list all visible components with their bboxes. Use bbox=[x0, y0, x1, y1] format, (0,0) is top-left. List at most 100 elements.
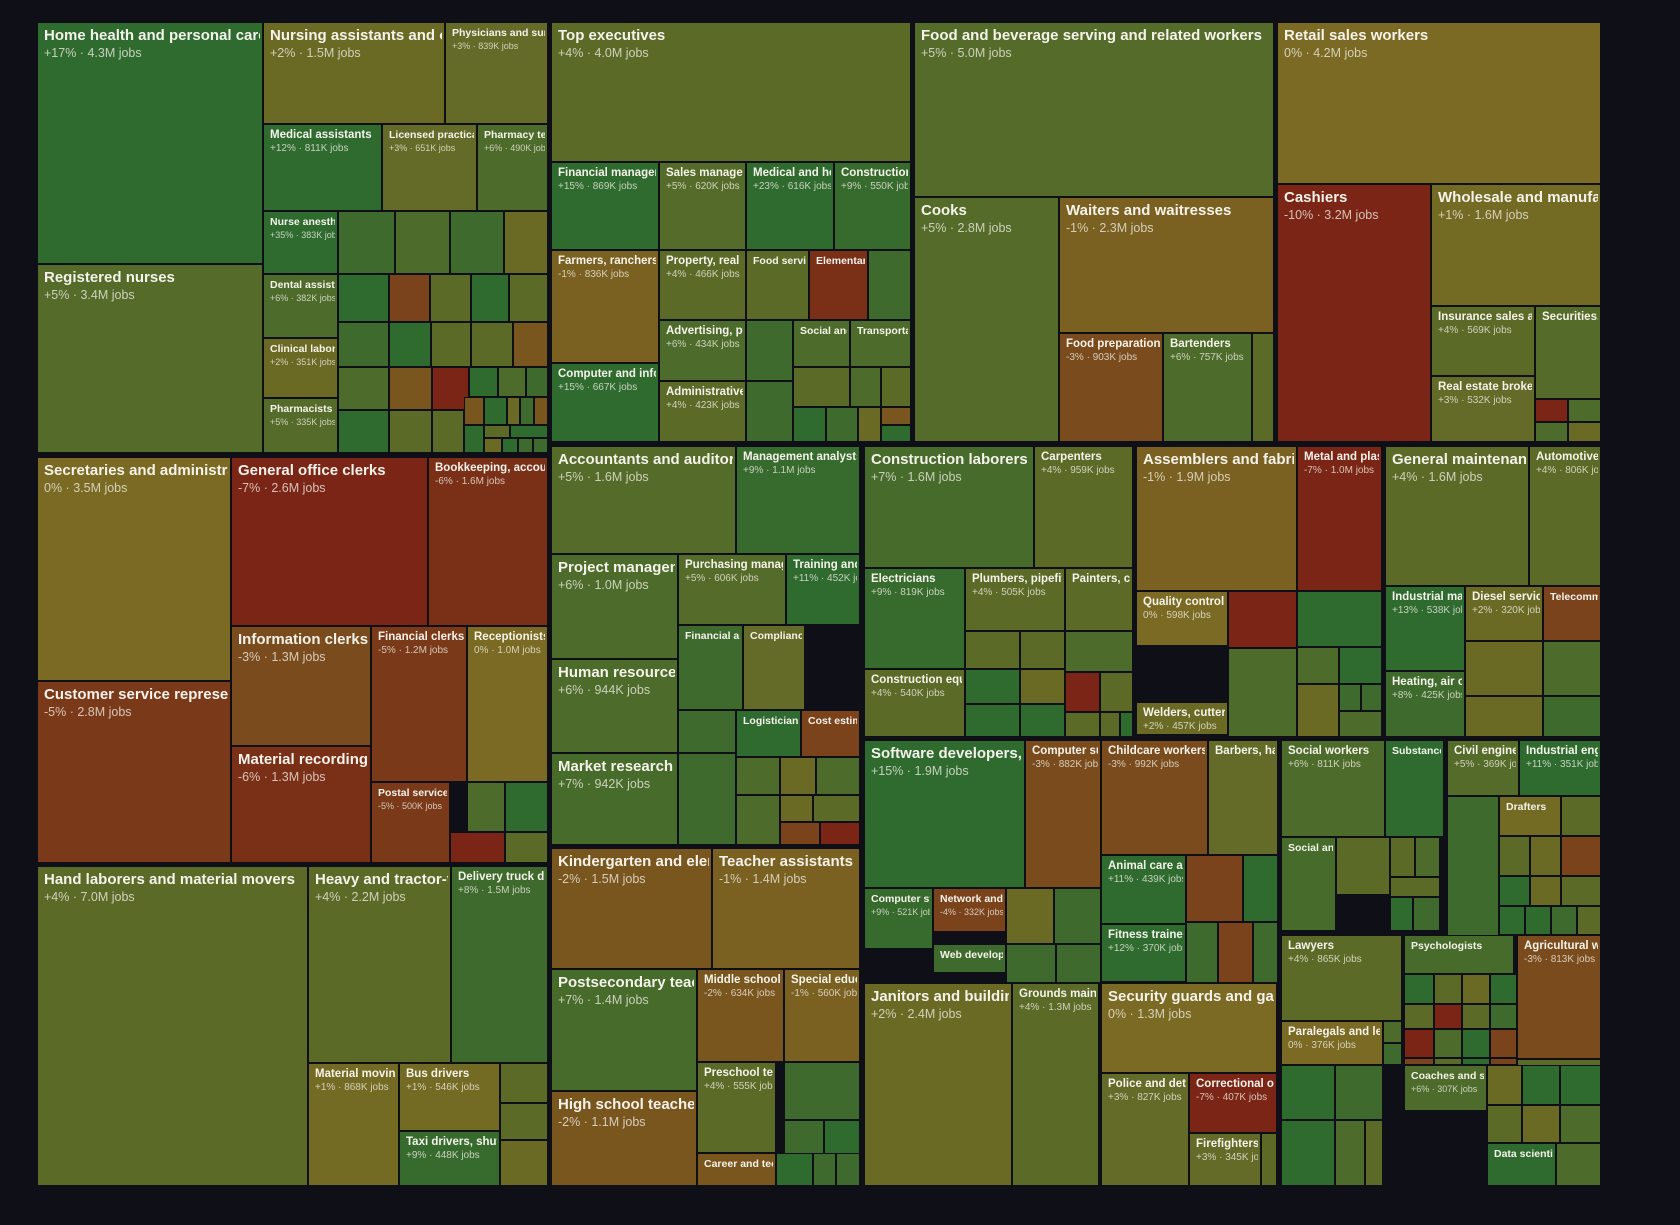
jobs-value: 4.3M jobs bbox=[87, 46, 142, 60]
cell-label: Wholesale and manufacturing sales+1% · 1… bbox=[1438, 189, 1598, 222]
occupation-name: Childcare workers bbox=[1108, 745, 1205, 757]
occupation-name: Compliance officers bbox=[750, 630, 802, 642]
treemap-cell: High school teachers-2% · 1.1M jobs bbox=[551, 1091, 697, 1186]
treemap-cell bbox=[500, 1103, 548, 1140]
jobs-value: 500K jobs bbox=[402, 801, 443, 811]
change-value: -6% bbox=[238, 770, 261, 784]
treemap-cell bbox=[1404, 974, 1434, 1004]
occupation-name: Home health and personal care aides bbox=[44, 27, 260, 44]
treemap-cell bbox=[1434, 1004, 1462, 1029]
jobs-value: 942K jobs bbox=[594, 777, 651, 791]
treemap-cell bbox=[505, 832, 548, 863]
treemap-cell bbox=[502, 438, 518, 453]
treemap-cell: Cooks +5% · 2.8M jobs bbox=[914, 197, 1059, 442]
jobs-value: 5.0M jobs bbox=[957, 46, 1012, 60]
treemap-cell: Insurance sales agents+4% · 569K jobs bbox=[1431, 306, 1535, 376]
jobs-value: 1.5M jobs bbox=[591, 872, 646, 886]
treemap-cell bbox=[1560, 1065, 1601, 1105]
jobs-value: 1.5M jobs bbox=[306, 46, 361, 60]
jobs-value: 332K jobs bbox=[964, 907, 1003, 917]
jobs-value: 307K jobs bbox=[1437, 1084, 1478, 1094]
change-value: +4% bbox=[1288, 954, 1309, 965]
occupation-name: Management analysts bbox=[743, 451, 857, 463]
occupation-name: Preschool teachers bbox=[704, 1067, 773, 1079]
treemap-cell bbox=[1543, 696, 1601, 737]
treemap-cell bbox=[431, 322, 471, 367]
treemap-cell bbox=[1568, 422, 1601, 442]
jobs-value: 560K jobs bbox=[817, 988, 857, 999]
change-value: +4% bbox=[871, 688, 892, 699]
treemap-cell bbox=[1390, 877, 1440, 897]
occupation-name: Accountants and auditors bbox=[558, 451, 733, 468]
cell-label: Drafters bbox=[1506, 801, 1558, 813]
occupation-name: Career and technical bbox=[704, 1158, 773, 1170]
treemap-cell: Police and detectives+3% · 827K jobs bbox=[1101, 1073, 1189, 1186]
jobs-value: 1.3M jobs bbox=[271, 650, 326, 664]
jobs-value: 757K jobs bbox=[1199, 352, 1244, 363]
treemap-cell bbox=[504, 211, 548, 274]
treemap-cell bbox=[500, 1140, 548, 1186]
cell-label: Securities, commodities bbox=[1542, 311, 1598, 323]
occupation-name: Fitness trainers bbox=[1108, 929, 1183, 941]
treemap-cell bbox=[1054, 888, 1101, 944]
change-value: +4% bbox=[44, 890, 70, 904]
treemap-cell bbox=[467, 782, 505, 832]
change-value: +5% bbox=[921, 221, 947, 235]
treemap-cell: Delivery truck drivers+8% · 1.5M jobs bbox=[451, 866, 548, 1063]
change-value: -1% bbox=[1143, 470, 1166, 484]
treemap-cell bbox=[1465, 696, 1543, 737]
treemap-cell: Psychologists bbox=[1404, 935, 1514, 974]
treemap-cell bbox=[1281, 1065, 1335, 1120]
cell-label: Construction equipment operators+4% · 54… bbox=[871, 674, 962, 699]
treemap-cell: Firefighters+3% · 345K jobs bbox=[1189, 1133, 1261, 1186]
occupation-name: Sales managers bbox=[666, 167, 743, 179]
cell-label: Heating, air conditioning+8% · 425K jobs bbox=[1392, 676, 1462, 701]
cell-label: Taxi drivers, shuttle drivers+9% · 448K … bbox=[406, 1136, 497, 1161]
occupation-name: Network and computer systems administrat… bbox=[940, 893, 1003, 905]
occupation-name: Construction laborers bbox=[871, 451, 1028, 468]
change-value: -7% bbox=[1304, 465, 1322, 476]
jobs-value: 4.0M jobs bbox=[594, 46, 649, 60]
treemap-cell: Social and community bbox=[793, 320, 850, 367]
cell-label: Construction laborers +7% · 1.6M jobs bbox=[871, 451, 1031, 484]
change-value: +9% bbox=[871, 907, 890, 917]
occupation-name: Advertising, promotions bbox=[666, 325, 743, 337]
treemap-cell bbox=[338, 322, 389, 367]
jobs-value: 667K jobs bbox=[592, 382, 638, 393]
jobs-value: 1.4M jobs bbox=[594, 993, 649, 1007]
change-value: +15% bbox=[558, 382, 584, 393]
cell-label: Financial clerks -5% · 1.2M jobs bbox=[378, 631, 464, 656]
jobs-value: 1.5M jobs bbox=[487, 885, 531, 896]
jobs-value: 555K jobs bbox=[733, 1081, 773, 1092]
treemap-cell bbox=[432, 410, 464, 453]
jobs-value: 425K jobs bbox=[1421, 690, 1462, 701]
treemap-cell bbox=[471, 274, 509, 322]
cell-label: Data scientists bbox=[1494, 1148, 1553, 1160]
cell-label: Bartenders +6% · 757K jobs bbox=[1170, 338, 1249, 363]
treemap-cell: Kindergarten and elementary school teach… bbox=[551, 848, 712, 969]
treemap-cell: Material moving machine operators+1% · 8… bbox=[308, 1063, 399, 1186]
jobs-value: 819K jobs bbox=[900, 587, 945, 598]
treemap-cell: Software developers, quality assurance +1… bbox=[864, 740, 1025, 888]
occupation-name: Financial clerks bbox=[378, 631, 464, 643]
treemap-cell: Transportation bbox=[850, 320, 911, 367]
cell-label: Management analysts +9% · 1.1M jobs bbox=[743, 451, 857, 476]
change-value: +11% bbox=[1526, 759, 1552, 770]
change-value: -2% bbox=[558, 872, 581, 886]
occupation-name: Nurse anesthetists bbox=[270, 216, 335, 228]
treemap-cell: Construction managers+9% · 550K jobs bbox=[834, 162, 911, 250]
treemap-cell bbox=[1522, 1105, 1560, 1143]
change-value: +9% bbox=[406, 1150, 427, 1161]
cell-label: Nurse anesthetists+35% · 383K jobs bbox=[270, 216, 335, 240]
jobs-value: 1.3M jobs bbox=[1137, 1007, 1192, 1021]
occupation-name: Pharmacy technicians bbox=[484, 129, 545, 141]
treemap-cell bbox=[1281, 1120, 1335, 1186]
treemap-cell bbox=[881, 367, 911, 407]
change-value: +1% bbox=[315, 1082, 336, 1093]
treemap-cell bbox=[1390, 837, 1415, 877]
treemap-cell bbox=[780, 757, 816, 795]
treemap-cell bbox=[1365, 1120, 1383, 1186]
change-value: 0% bbox=[1108, 1007, 1127, 1021]
treemap-cell: Cost estimators bbox=[801, 710, 860, 757]
jobs-value: 538K jobs bbox=[1426, 605, 1462, 616]
